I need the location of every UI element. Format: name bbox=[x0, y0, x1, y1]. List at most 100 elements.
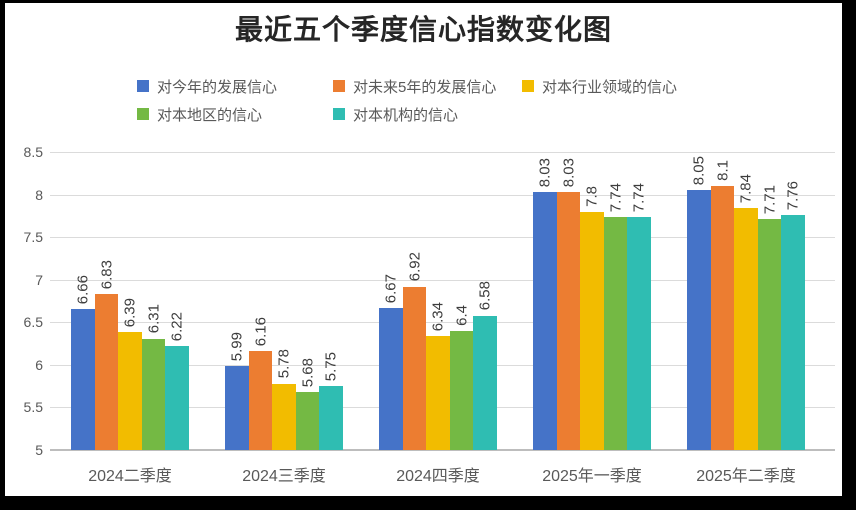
bar-value-label: 7.84 bbox=[737, 174, 755, 204]
bar-value-label: 6.4 bbox=[453, 304, 470, 326]
bar: 8.03 bbox=[556, 158, 581, 450]
bar: 6.66 bbox=[71, 275, 95, 450]
bar-value-label: 5.68 bbox=[299, 357, 316, 388]
legend-swatch bbox=[333, 108, 345, 120]
chart-title: 最近五个季度信心指数变化图 bbox=[234, 15, 612, 46]
legend-label: 对本地区的信心 bbox=[157, 106, 263, 124]
bar: 5.78 bbox=[272, 349, 296, 450]
bar: 8.1 bbox=[710, 160, 735, 450]
gridline bbox=[50, 237, 835, 238]
legend-item: 对本行业领域的信心 bbox=[522, 76, 677, 96]
bar: 8.03 bbox=[533, 158, 557, 450]
x-axis-category-label: 2024四季度 bbox=[396, 468, 480, 485]
bar: 7.84 bbox=[734, 174, 758, 450]
bar: 7.8 bbox=[580, 186, 604, 450]
legend-item: 对今年的发展信心 bbox=[137, 76, 277, 96]
bar-value-label: 6.83 bbox=[98, 260, 115, 290]
y-axis: 8.5 8 7.5 7 6.5 6 5.5 5 bbox=[5, 144, 43, 458]
category-slot: 5.99 6.16 5.78 5.68 5.75 bbox=[207, 152, 361, 450]
legend-item: 对本地区的信心 bbox=[137, 104, 262, 124]
legend-swatch bbox=[522, 80, 534, 92]
legend-swatch bbox=[137, 108, 149, 120]
legend-label: 对本行业领域的信心 bbox=[542, 78, 678, 96]
bar-value-label: 6.66 bbox=[74, 274, 92, 304]
bar-value-label: 5.75 bbox=[322, 351, 340, 382]
bar: 5.75 bbox=[319, 352, 343, 450]
x-axis-category-label: 2024三季度 bbox=[242, 468, 326, 485]
gridline bbox=[50, 195, 835, 196]
y-axis-tick-label: 5 bbox=[35, 442, 43, 458]
category-slot: 6.67 6.92 6.34 6.4 6.58 bbox=[361, 152, 515, 450]
bar-value-label: 6.34 bbox=[429, 301, 447, 331]
y-axis-tick-label: 6.5 bbox=[23, 314, 43, 330]
bar: 6.39 bbox=[118, 298, 142, 450]
plot-area: 6.66 6.83 6.39 6.31 6.22 5.99 6.16 5.78 5.68 5.75… bbox=[53, 152, 823, 450]
category-slot: 6.66 6.83 6.39 6.31 6.22 bbox=[53, 152, 207, 450]
x-axis-category-label: 2025年二季度 bbox=[696, 468, 796, 485]
bar: 6.4 bbox=[449, 305, 474, 450]
bar: 5.68 bbox=[295, 358, 320, 450]
bar-group: 6.66 6.83 6.39 6.31 6.22 bbox=[53, 260, 207, 450]
bar-group: 6.67 6.92 6.34 6.4 6.58 bbox=[361, 252, 515, 450]
y-axis-tick-label: 8.5 bbox=[23, 144, 43, 160]
bar-value-label: 8.03 bbox=[536, 157, 554, 187]
bar: 6.92 bbox=[402, 252, 427, 450]
bar: 6.31 bbox=[141, 304, 166, 450]
bar: 8.05 bbox=[687, 156, 711, 450]
bar-group: 8.03 8.03 7.8 7.74 7.74 bbox=[515, 158, 669, 450]
y-axis-tick-label: 6 bbox=[35, 357, 43, 373]
bar-value-label: 7.76 bbox=[784, 180, 802, 210]
legend-label: 对未来5年的发展信心 bbox=[353, 78, 497, 96]
x-axis-category-label: 2025年一季度 bbox=[542, 468, 642, 485]
legend-label: 对今年的发展信心 bbox=[157, 78, 278, 96]
bar-value-label: 6.16 bbox=[252, 317, 269, 347]
bar-value-label: 5.78 bbox=[275, 349, 293, 379]
bar-group: 8.05 8.1 7.84 7.71 7.76 bbox=[669, 156, 823, 450]
bar-value-label: 6.31 bbox=[145, 304, 162, 334]
bar: 7.71 bbox=[757, 185, 782, 450]
bar-group: 5.99 6.16 5.78 5.68 5.75 bbox=[207, 317, 361, 450]
bar: 7.76 bbox=[781, 181, 805, 450]
bar: 6.22 bbox=[165, 312, 189, 450]
bar: 6.34 bbox=[426, 302, 450, 450]
gridline bbox=[50, 280, 835, 281]
bar-value-label: 8.05 bbox=[690, 156, 708, 186]
bar-value-label: 7.71 bbox=[761, 185, 778, 215]
legend: 对今年的发展信心 对未来5年的发展信心 对本行业领域的信心对本地区的信心 对本机构的信… bbox=[5, 76, 842, 132]
bar: 5.99 bbox=[225, 332, 249, 450]
bar-value-label: 6.22 bbox=[168, 311, 186, 342]
x-axis: 2024二季度 2024三季度 2024四季度 2025年一季度 2025年二季度 bbox=[53, 462, 823, 486]
y-axis-tick-label: 7.5 bbox=[23, 229, 43, 245]
bar-value-label: 7.74 bbox=[630, 182, 648, 212]
y-axis-tick-label: 8 bbox=[35, 187, 43, 203]
category-slot: 8.03 8.03 7.8 7.74 7.74 bbox=[515, 152, 669, 450]
bar-value-label: 5.99 bbox=[228, 331, 246, 361]
legend-item: 对本机构的信心 bbox=[333, 104, 458, 124]
bar: 6.58 bbox=[473, 281, 497, 450]
y-axis-tick-label: 7 bbox=[35, 272, 43, 288]
legend-swatch bbox=[333, 80, 345, 92]
x-axis-category-label: 2024二季度 bbox=[88, 468, 172, 485]
bar-value-label: 8.1 bbox=[714, 160, 731, 182]
bar-value-label: 7.74 bbox=[607, 182, 624, 212]
bar-value-label: 6.67 bbox=[382, 273, 400, 303]
bar: 7.74 bbox=[627, 183, 651, 450]
gridline bbox=[50, 152, 835, 153]
bar: 6.83 bbox=[94, 260, 119, 450]
y-axis-tick-label: 5.5 bbox=[23, 399, 43, 415]
bar-value-label: 6.39 bbox=[121, 297, 139, 327]
bar: 6.67 bbox=[379, 274, 403, 450]
bar-value-label: 6.58 bbox=[476, 281, 494, 311]
category-slot: 8.05 8.1 7.84 7.71 7.76 bbox=[669, 152, 823, 450]
legend-label: 对本机构的信心 bbox=[353, 106, 459, 124]
bar-value-label: 8.03 bbox=[560, 157, 577, 187]
x-axis-line bbox=[50, 449, 835, 451]
chart-canvas: 最近五个季度信心指数变化图 对今年的发展信心 对未来5年的发展信心 对本行业领域的信… bbox=[5, 3, 842, 496]
bar: 7.74 bbox=[603, 183, 628, 450]
gridline bbox=[50, 322, 835, 323]
bar: 6.16 bbox=[248, 317, 273, 450]
legend-item: 对未来5年的发展信心 bbox=[333, 76, 496, 96]
bar-value-label: 7.8 bbox=[583, 185, 601, 207]
bar-value-label: 6.92 bbox=[406, 252, 423, 282]
legend-swatch bbox=[137, 80, 149, 92]
